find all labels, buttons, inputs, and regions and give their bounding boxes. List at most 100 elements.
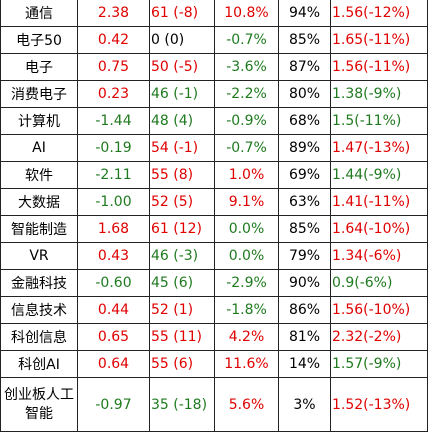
change-percent-cell: 11.6% xyxy=(214,350,279,378)
value-cell: 2.38 xyxy=(77,0,150,27)
valuation-cell: 1.65(-11%) xyxy=(330,26,428,54)
value-cell: -1.00 xyxy=(77,188,150,216)
ratio-percent-cell: 69% xyxy=(278,161,331,189)
valuation-cell: 0.9(-6%) xyxy=(330,269,428,297)
value-cell: -2.11 xyxy=(77,161,150,189)
score-cell: 46 (-3) xyxy=(149,242,215,270)
change-percent-cell: -0.7% xyxy=(214,134,279,162)
value-cell: -0.60 xyxy=(77,269,150,297)
ratio-percent-cell: 85% xyxy=(278,215,331,243)
sector-name-cell: 信息技术 xyxy=(0,296,78,324)
table-row: 科创信息 0.65 55 (11) 4.2% 81% 2.32(-2%) xyxy=(0,323,428,351)
score-cell: 35 (-18) xyxy=(149,377,215,432)
value-cell: 0.23 xyxy=(77,80,150,108)
table-row: 软件 -2.11 55 (8) 1.0% 69% 1.44(-9%) xyxy=(0,161,428,189)
change-percent-cell: -1.8% xyxy=(214,296,279,324)
score-cell: 52 (1) xyxy=(149,296,215,324)
change-percent-cell: 9.1% xyxy=(214,188,279,216)
score-cell: 61 (-8) xyxy=(149,0,215,27)
table-row: 金融科技 -0.60 45 (6) -2.9% 90% 0.9(-6%) xyxy=(0,269,428,297)
ratio-percent-cell: 90% xyxy=(278,269,331,297)
score-cell: 55 (11) xyxy=(149,323,215,351)
value-cell: -1.44 xyxy=(77,107,150,135)
valuation-cell: 1.56(-11%) xyxy=(330,53,428,81)
value-cell: 1.68 xyxy=(77,215,150,243)
table-row: 电子 0.75 50 (-5) -3.6% 87% 1.56(-11%) xyxy=(0,53,428,81)
score-cell: 50 (-5) xyxy=(149,53,215,81)
change-percent-cell: -3.6% xyxy=(214,53,279,81)
ratio-percent-cell: 86% xyxy=(278,296,331,324)
ratio-percent-cell: 81% xyxy=(278,323,331,351)
change-percent-cell: 4.2% xyxy=(214,323,279,351)
table-row: 大数据 -1.00 52 (5) 9.1% 63% 1.41(-11%) xyxy=(0,188,428,216)
sector-name-cell: 电子 xyxy=(0,53,78,81)
value-cell: -0.19 xyxy=(77,134,150,162)
score-cell: 45 (6) xyxy=(149,269,215,297)
sector-name-cell: 计算机 xyxy=(0,107,78,135)
ratio-percent-cell: 80% xyxy=(278,80,331,108)
change-percent-cell: -0.9% xyxy=(214,107,279,135)
table-row: 信息技术 0.44 52 (1) -1.8% 86% 1.56(-10%) xyxy=(0,296,428,324)
score-cell: 0 (0) xyxy=(149,26,215,54)
valuation-cell: 1.57(-9%) xyxy=(330,350,428,378)
table-row: VR 0.43 46 (-3) 0.0% 79% 1.34(-6%) xyxy=(0,242,428,270)
valuation-cell: 1.5(-11%) xyxy=(330,107,428,135)
sector-name-cell: 软件 xyxy=(0,161,78,189)
change-percent-cell: -0.7% xyxy=(214,26,279,54)
ratio-percent-cell: 85% xyxy=(278,26,331,54)
sector-name-cell: 电子50 xyxy=(0,26,78,54)
value-cell: 0.64 xyxy=(77,350,150,378)
value-cell: 0.65 xyxy=(77,323,150,351)
ratio-percent-cell: 68% xyxy=(278,107,331,135)
score-cell: 46 (-1) xyxy=(149,80,215,108)
sector-name-cell: 金融科技 xyxy=(0,269,78,297)
table-row: 智能制造 1.68 61 (12) 0.0% 85% 1.64(-10%) xyxy=(0,215,428,243)
change-percent-cell: 0.0% xyxy=(214,215,279,243)
sector-name-cell: AI xyxy=(0,134,78,162)
score-cell: 54 (-1) xyxy=(149,134,215,162)
score-cell: 55 (6) xyxy=(149,350,215,378)
change-percent-cell: 1.0% xyxy=(214,161,279,189)
valuation-cell: 1.38(-9%) xyxy=(330,80,428,108)
sector-name-cell: 消费电子 xyxy=(0,80,78,108)
sector-name-cell: 大数据 xyxy=(0,188,78,216)
score-cell: 52 (5) xyxy=(149,188,215,216)
valuation-cell: 1.34(-6%) xyxy=(330,242,428,270)
valuation-cell: 1.41(-11%) xyxy=(330,188,428,216)
table-row: 通信 2.38 61 (-8) 10.8% 94% 1.56(-12%) xyxy=(0,0,428,27)
table-row: 科创AI 0.64 55 (6) 11.6% 14% 1.57(-9%) xyxy=(0,350,428,378)
valuation-cell: 1.47(-13%) xyxy=(330,134,428,162)
value-cell: 0.42 xyxy=(77,26,150,54)
valuation-cell: 1.56(-10%) xyxy=(330,296,428,324)
value-cell: 0.75 xyxy=(77,53,150,81)
table-row: 电子50 0.42 0 (0) -0.7% 85% 1.65(-11%) xyxy=(0,26,428,54)
change-percent-cell: -2.2% xyxy=(214,80,279,108)
ratio-percent-cell: 63% xyxy=(278,188,331,216)
sector-name-cell: 科创信息 xyxy=(0,323,78,351)
value-cell: 0.44 xyxy=(77,296,150,324)
sector-name-cell: 智能制造 xyxy=(0,215,78,243)
ratio-percent-cell: 14% xyxy=(278,350,331,378)
sector-name-cell: VR xyxy=(0,242,78,270)
sector-name-cell: 科创AI xyxy=(0,350,78,378)
table-row: 计算机 -1.44 48 (4) -0.9% 68% 1.5(-11%) xyxy=(0,107,428,135)
sector-name-cell: 创业板人工智能 xyxy=(0,377,78,432)
sector-name-cell: 通信 xyxy=(0,0,78,27)
ratio-percent-cell: 89% xyxy=(278,134,331,162)
value-cell: 0.43 xyxy=(77,242,150,270)
ratio-percent-cell: 3% xyxy=(278,377,331,432)
ratio-percent-cell: 94% xyxy=(278,0,331,27)
table-row: 消费电子 0.23 46 (-1) -2.2% 80% 1.38(-9%) xyxy=(0,80,428,108)
table-row: 创业板人工智能 -0.97 35 (-18) 5.6% 3% 1.52(-13%) xyxy=(0,377,428,432)
valuation-cell: 1.56(-12%) xyxy=(330,0,428,27)
valuation-cell: 1.44(-9%) xyxy=(330,161,428,189)
valuation-cell: 2.32(-2%) xyxy=(330,323,428,351)
valuation-cell: 1.52(-13%) xyxy=(330,377,428,432)
value-cell: -0.97 xyxy=(77,377,150,432)
change-percent-cell: 10.8% xyxy=(214,0,279,27)
change-percent-cell: -2.9% xyxy=(214,269,279,297)
valuation-cell: 1.64(-10%) xyxy=(330,215,428,243)
ratio-percent-cell: 87% xyxy=(278,53,331,81)
